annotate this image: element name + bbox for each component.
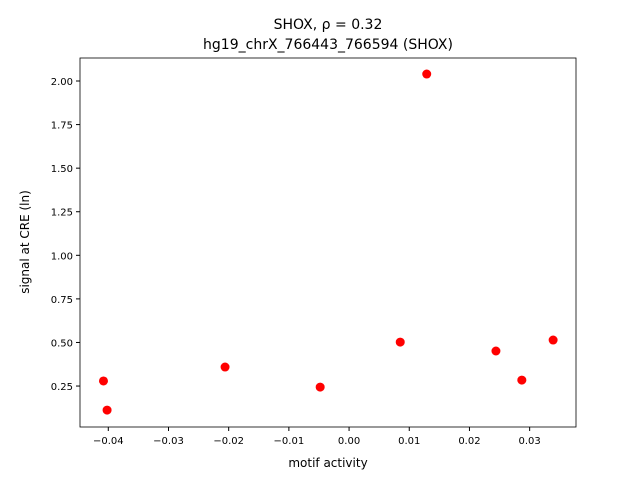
point [220,362,230,372]
point [102,405,112,415]
point [422,69,432,79]
x-tick-label: 0.00 [338,436,360,447]
x-tick-label: −0.02 [213,436,244,447]
point [491,346,501,356]
y-tick-label: 1.75 [51,121,73,132]
y-axis-label: signal at CRE (ln) [18,190,32,294]
y-tick-label: 0.50 [51,338,73,349]
y-tick-label: 0.25 [51,382,73,393]
x-tick-label: −0.01 [274,436,305,447]
chart-subtitle: hg19_chrX_766443_766594 (SHOX) [203,37,453,53]
x-axis-label: motif activity [288,456,367,470]
y-tick-label: 1.00 [51,251,73,262]
point [98,376,108,386]
chart-title: SHOX, ρ = 0.32 [274,17,383,33]
x-tick-label: −0.04 [93,436,124,447]
y-tick-label: 2.00 [51,77,73,88]
y-tick-label: 1.25 [51,208,73,219]
point [548,335,558,345]
y-tick-label: 1.50 [51,164,73,175]
y-tick-label: 0.75 [51,295,73,306]
x-tick-label: 0.03 [519,436,541,447]
point [395,337,405,347]
x-tick-label: 0.02 [458,436,480,447]
x-tick-label: −0.03 [153,436,184,447]
x-tick-label: 0.01 [398,436,420,447]
plot-frame [79,57,577,428]
point [517,375,527,385]
point [315,382,325,392]
